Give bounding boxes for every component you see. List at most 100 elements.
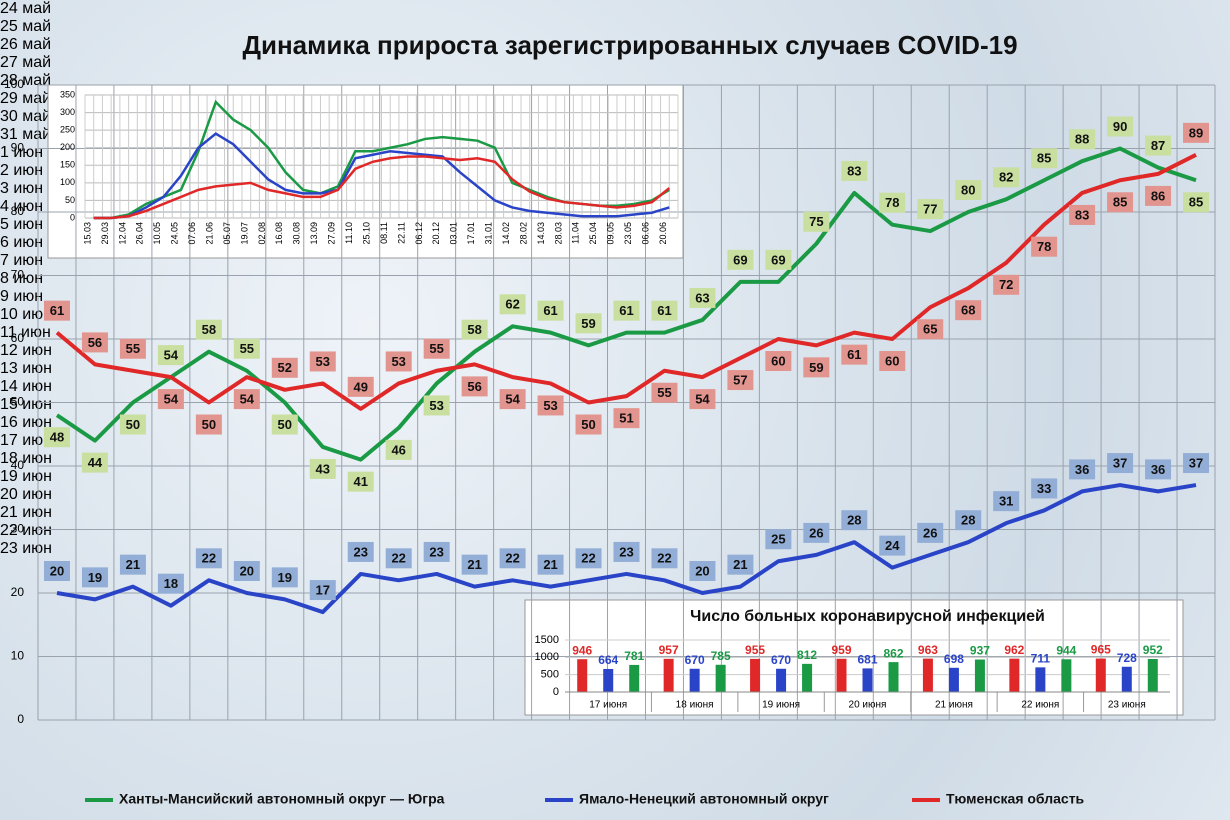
data-label: 86: [1151, 188, 1165, 203]
label-box: [917, 199, 944, 220]
x-tick-label: 3 июн: [0, 180, 44, 197]
chart-title: Динамика прироста зарегистрированных слу…: [242, 30, 1017, 60]
data-label: 21: [543, 557, 557, 572]
data-label: 37: [1113, 455, 1127, 470]
label-box: [613, 408, 640, 429]
y-tick-label: 0: [70, 212, 75, 222]
data-label: 51: [619, 411, 633, 426]
x-tick-label: 15 июн: [0, 396, 53, 413]
data-label: 23: [353, 544, 367, 559]
label-box: [651, 548, 678, 569]
label-box: [651, 300, 678, 321]
data-label: 68: [961, 303, 975, 318]
label-box: [233, 338, 260, 359]
y-tick-label: 500: [541, 669, 559, 681]
data-label: 83: [1075, 207, 1089, 222]
x-tick-label: 20 июн: [0, 486, 53, 503]
x-tick-label: 21 июня: [935, 700, 973, 711]
data-label: 812: [797, 648, 817, 662]
bar: [629, 664, 640, 692]
data-label: 61: [847, 347, 861, 362]
label-box: [993, 491, 1020, 512]
data-label: 54: [695, 392, 710, 407]
label-box: [81, 567, 108, 588]
data-label: 53: [429, 398, 443, 413]
x-tick-label: 22.11: [396, 222, 406, 244]
label-box: [803, 357, 830, 378]
label-box: [347, 541, 374, 562]
label-box: [575, 414, 602, 435]
x-tick-label: 23 июн: [0, 540, 53, 557]
data-label: 670: [771, 653, 791, 667]
bar: [689, 668, 700, 692]
label-box: [233, 389, 260, 410]
data-label: 22: [657, 551, 671, 566]
label-box: [423, 541, 450, 562]
label-box: [119, 338, 146, 359]
legend-label: Ханты-Мансийский автономный округ — Югра: [119, 791, 445, 807]
x-tick-label: 28.03: [553, 222, 563, 245]
y-tick-label: 40: [11, 458, 25, 472]
y-tick-label: 100: [4, 77, 24, 91]
data-label: 17: [316, 582, 330, 597]
label-box: [423, 395, 450, 416]
x-tick-label: 26.04: [135, 222, 145, 245]
data-label: 962: [1004, 643, 1024, 657]
data-label: 952: [1143, 643, 1163, 657]
x-tick-label: 11.04: [571, 222, 581, 244]
label-box: [309, 458, 336, 479]
x-tick-label: 6 июн: [0, 234, 44, 251]
data-label: 55: [126, 341, 140, 356]
label-box: [271, 414, 298, 435]
data-label: 862: [883, 646, 903, 660]
data-label: 60: [885, 353, 899, 368]
x-tick-label: 13 июн: [0, 360, 53, 377]
series-line: [56, 483, 1197, 615]
data-label: 21: [126, 557, 140, 572]
data-label: 87: [1151, 138, 1165, 153]
label-box: [271, 567, 298, 588]
x-tick-label: 2 июн: [0, 162, 44, 179]
label-box: [575, 548, 602, 569]
x-tick-label: 05.07: [222, 222, 232, 245]
x-tick-label: 13.09: [309, 222, 319, 245]
data-label: 55: [240, 341, 254, 356]
x-tick-label: 21 июн: [0, 504, 53, 521]
data-label: 33: [1037, 481, 1051, 496]
y-tick-label: 150: [60, 160, 75, 170]
label-box: [1183, 453, 1210, 474]
data-label: 50: [126, 417, 140, 432]
data-label: 55: [429, 341, 443, 356]
data-label: 69: [771, 252, 785, 267]
label-box: [81, 452, 108, 473]
data-label: 781: [624, 649, 644, 663]
data-label: 959: [831, 643, 851, 657]
data-label: 22: [202, 551, 216, 566]
x-tick-label: 14.03: [536, 222, 546, 245]
series-line: [55, 153, 1197, 411]
x-tick-label: 07.06: [187, 222, 197, 245]
data-label: 63: [695, 290, 709, 305]
data-label: 23: [619, 544, 633, 559]
label-box: [1107, 116, 1134, 137]
x-tick-label: 24 май: [0, 0, 52, 17]
label-box: [271, 357, 298, 378]
data-label: 20: [240, 563, 254, 578]
label-box: [993, 167, 1020, 188]
x-tick-label: 06.06: [640, 222, 650, 245]
x-tick-label: 28.02: [518, 222, 528, 245]
label-box: [461, 319, 488, 340]
x-tick-label: 19 июня: [762, 700, 800, 711]
label-box: [955, 300, 982, 321]
data-label: 88: [1075, 132, 1089, 147]
bar: [1061, 659, 1072, 692]
label-box: [575, 313, 602, 334]
y-tick-label: 80: [11, 204, 25, 218]
bar: [715, 664, 726, 692]
label-box: [385, 351, 412, 372]
series-line: [93, 155, 671, 220]
label-box: [157, 345, 184, 366]
label-box: [613, 541, 640, 562]
data-label: 785: [711, 649, 731, 663]
data-label: 82: [999, 170, 1013, 185]
